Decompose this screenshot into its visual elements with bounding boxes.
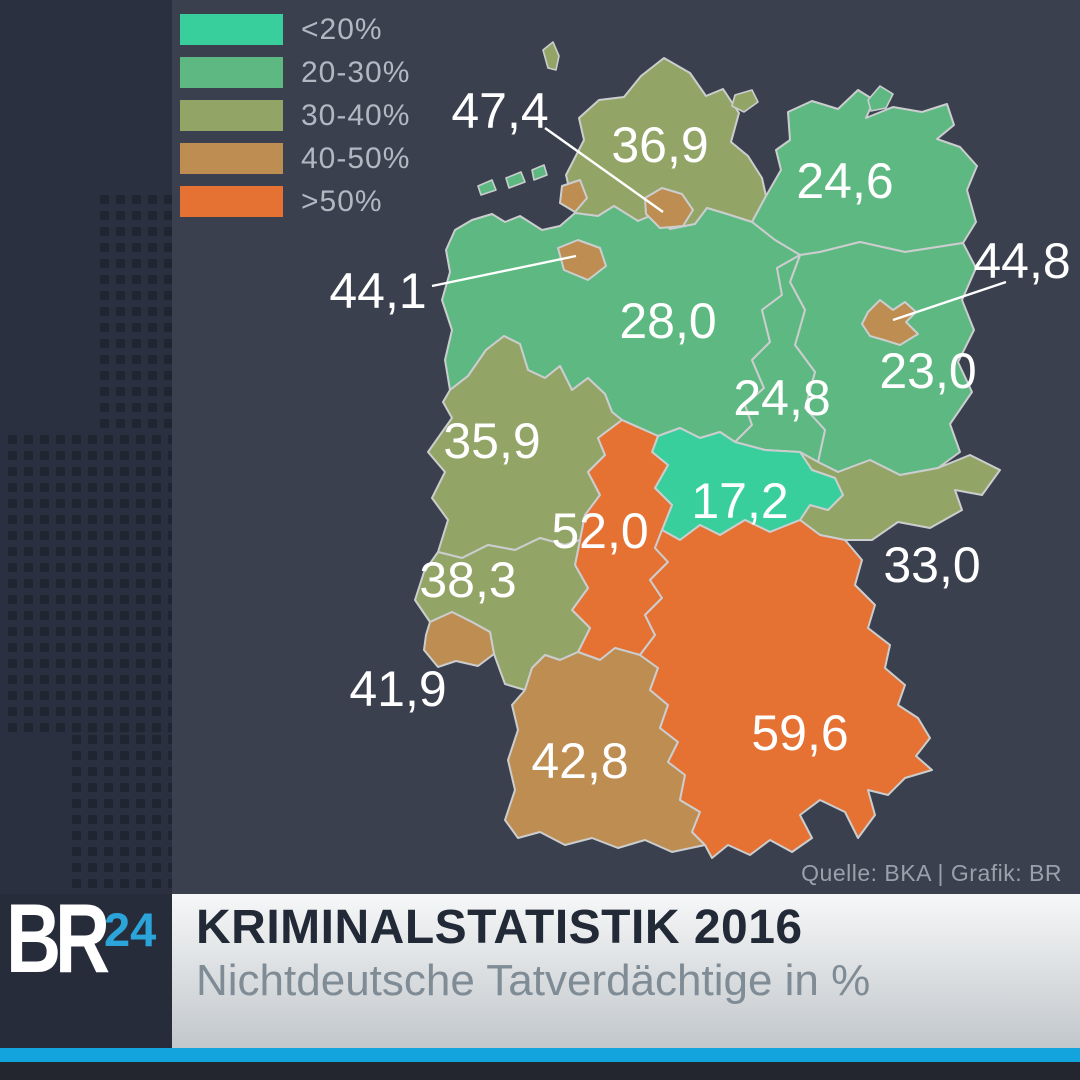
dot-pattern bbox=[72, 735, 172, 894]
legend-swatch bbox=[180, 100, 283, 131]
value-label-thueringen: 17,2 bbox=[691, 473, 788, 529]
title-banner: KRIMINALSTATISTIK 2016 Nichtdeutsche Tat… bbox=[172, 894, 1080, 1048]
legend-label: <20% bbox=[301, 12, 383, 46]
page-title: KRIMINALSTATISTIK 2016 bbox=[196, 901, 803, 954]
legend-label: 30-40% bbox=[301, 98, 411, 132]
legend-swatch bbox=[180, 57, 283, 88]
value-label-niedersachsen: 28,0 bbox=[619, 293, 716, 349]
accent-bar bbox=[0, 1048, 1080, 1062]
legend-item: 40-50% bbox=[180, 141, 411, 175]
state-bayern bbox=[639, 519, 933, 859]
state-bremen bbox=[557, 239, 607, 281]
value-label-hessen: 52,0 bbox=[551, 503, 648, 559]
island-sylt bbox=[542, 41, 560, 71]
legend-label: 20-30% bbox=[301, 55, 411, 89]
legend-swatch bbox=[180, 143, 283, 174]
island-frisian-2 bbox=[505, 171, 526, 189]
value-label-hamburg: 47,4 bbox=[451, 83, 548, 139]
value-label-schleswig-holstein: 36,9 bbox=[611, 117, 708, 173]
state-saarland bbox=[423, 611, 495, 668]
state-berlin bbox=[861, 299, 919, 346]
value-label-sachsen-anhalt: 24,8 bbox=[733, 370, 830, 426]
br-logo-24: 24 bbox=[104, 903, 157, 956]
legend-swatch bbox=[180, 186, 283, 217]
value-label-baden-wuerttemberg: 42,8 bbox=[531, 733, 628, 789]
value-label-saarland: 41,9 bbox=[349, 661, 446, 717]
bottom-strip bbox=[0, 1062, 1080, 1080]
legend-item: 30-40% bbox=[180, 98, 411, 132]
legend-item: >50% bbox=[180, 184, 410, 218]
value-label-bayern: 59,6 bbox=[751, 705, 848, 761]
value-label-brandenburg: 23,0 bbox=[879, 343, 976, 399]
legend: <20% 20-30% 30-40% 40-50% >50% bbox=[180, 12, 411, 229]
value-label-sachsen: 33,0 bbox=[883, 537, 980, 593]
value-label-rheinland-pfalz: 38,3 bbox=[419, 552, 516, 608]
source-credit: Quelle: BKA | Grafik: BR bbox=[801, 860, 1062, 886]
value-label-bremen: 44,1 bbox=[329, 263, 426, 319]
state-hamburg bbox=[644, 187, 694, 229]
callout-line-berlin bbox=[892, 280, 1007, 322]
legend-item: <20% bbox=[180, 12, 410, 46]
callout-line-bremen bbox=[431, 254, 577, 288]
br-logo-text: BR bbox=[6, 883, 110, 993]
legend-swatch bbox=[180, 14, 283, 45]
island-ruegen bbox=[867, 85, 894, 112]
left-decor-strip bbox=[0, 0, 172, 894]
state-bremerhaven bbox=[559, 179, 588, 213]
br24-logo: BR 24 bbox=[0, 883, 172, 1048]
value-label-berlin: 44,8 bbox=[973, 233, 1070, 289]
island-frisian-3 bbox=[531, 164, 548, 181]
callout-line-hamburg bbox=[544, 127, 664, 213]
dot-pattern bbox=[100, 195, 172, 435]
value-label-mecklenburg-vorpommern: 24,6 bbox=[796, 153, 893, 209]
island-frisian-1 bbox=[477, 179, 497, 196]
page-subtitle: Nichtdeutsche Tatverdächtige in % bbox=[196, 956, 871, 1005]
island-fehmarn bbox=[731, 89, 759, 113]
value-label-nordrhein-westfalen: 35,9 bbox=[443, 413, 540, 469]
dot-pattern bbox=[8, 435, 172, 735]
legend-label: >50% bbox=[301, 184, 383, 218]
legend-item: 20-30% bbox=[180, 55, 411, 89]
legend-label: 40-50% bbox=[301, 141, 411, 175]
